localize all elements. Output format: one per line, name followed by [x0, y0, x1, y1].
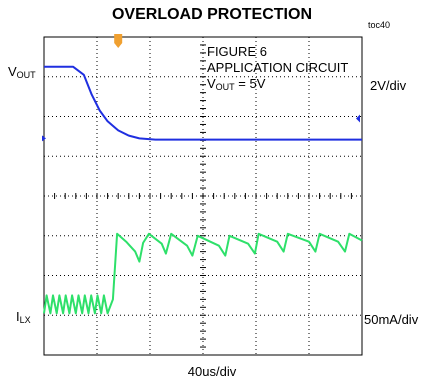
figure-annotation: FIGURE 6 APPLICATION CIRCUIT VOUT = 5V — [207, 44, 367, 95]
annotation-line3-suffix: = 5V — [234, 76, 266, 91]
annotation-line2: APPLICATION CIRCUIT — [207, 60, 349, 75]
annotation-line3-prefix: V — [207, 76, 216, 91]
plot-grid — [43, 36, 363, 356]
vout-label-sub: OUT — [16, 70, 36, 80]
vout-label-main: V — [8, 64, 17, 79]
ilx-scale-label: 50mA/div — [364, 312, 419, 327]
ilx-trace — [43, 232, 363, 315]
trigger-level-marker — [356, 114, 360, 123]
channel-label-ilx: ILX — [16, 309, 31, 325]
annotation-line3: VOUT = 5V — [207, 76, 367, 95]
annotation-line1: FIGURE 6 — [207, 44, 267, 59]
plot-markers — [42, 34, 360, 142]
figure-id: toc40 — [368, 20, 391, 30]
ilx-label-sub: LX — [19, 315, 31, 325]
vout-ground-marker — [42, 135, 46, 142]
chart-title: OVERLOAD PROTECTION — [111, 6, 312, 23]
channel-label-vout: VOUT — [8, 64, 36, 80]
annotation-line3-sub: OUT — [215, 82, 235, 92]
time-scale-label: 40us/div — [187, 364, 237, 379]
plot-traces — [43, 65, 363, 315]
trigger-position-marker — [114, 34, 123, 48]
vout-trace — [44, 65, 362, 141]
vout-scale-label: 2V/div — [370, 78, 407, 93]
ilx-label-main: I — [16, 309, 20, 324]
